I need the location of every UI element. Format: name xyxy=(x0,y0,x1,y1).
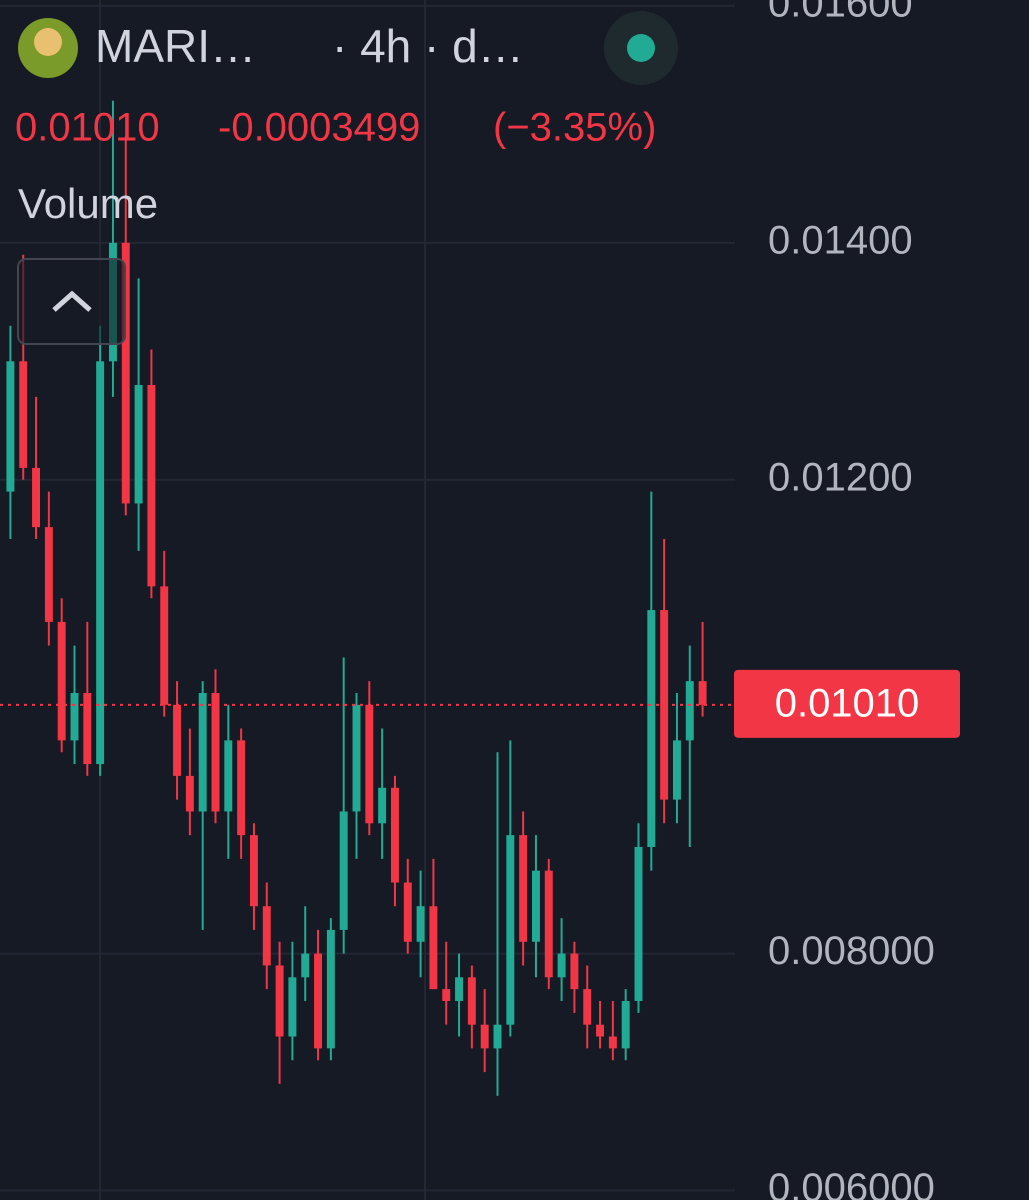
y-tick-label: 0.01200 xyxy=(768,455,913,499)
symbol: MARI… xyxy=(95,20,256,72)
candle-body xyxy=(185,775,194,812)
candle-body xyxy=(275,965,284,1037)
y-tick-label: 0.008000 xyxy=(768,929,935,973)
candle-body xyxy=(160,586,169,705)
candle-body xyxy=(326,929,335,1049)
candle-body xyxy=(32,467,41,528)
candle-body xyxy=(134,384,143,504)
candle-body xyxy=(301,953,310,978)
collapse-button[interactable] xyxy=(17,258,126,345)
candle-body xyxy=(44,527,53,622)
avatar-face xyxy=(34,28,62,56)
candle-body xyxy=(262,906,271,966)
candle-body xyxy=(621,1000,630,1049)
candle-body xyxy=(570,953,579,990)
candle-body xyxy=(429,906,438,990)
candle-body xyxy=(416,906,425,942)
candle-body xyxy=(378,787,387,824)
candle-body xyxy=(211,692,220,812)
overlay: MARI… · 4h · d… 0.01010 -0.0003499 (−3.3… xyxy=(15,11,678,345)
candle-body xyxy=(57,621,66,741)
candle-body xyxy=(390,787,399,883)
candle-body xyxy=(557,953,566,978)
candle-body xyxy=(96,361,105,765)
candle-body xyxy=(83,692,92,765)
candle-body xyxy=(224,740,233,812)
change-percent: (−3.35%) xyxy=(493,106,656,150)
candle-body xyxy=(685,681,694,741)
candle-body xyxy=(365,704,374,824)
candle-body xyxy=(647,610,656,847)
candle-body xyxy=(19,361,28,468)
candle-body xyxy=(249,835,258,907)
candle-body xyxy=(467,977,476,1025)
change: -0.0003499 xyxy=(218,106,420,150)
candle-body xyxy=(544,870,553,978)
candle-body xyxy=(672,740,681,800)
y-tick-label: 0.01400 xyxy=(768,218,913,262)
candle-body xyxy=(70,692,79,741)
candle-body xyxy=(403,882,412,942)
last-price-label: 0.01010 xyxy=(775,681,920,725)
candle-body xyxy=(147,384,156,587)
plot: 0.01600 0.01400 0.01200 0.008000 0.006000 0.0… xyxy=(0,0,960,1200)
candle-body xyxy=(608,1036,617,1049)
candle-body xyxy=(698,681,707,705)
y-tick-label: 0.01600 xyxy=(768,0,913,25)
y-tick-label: 0.006000 xyxy=(768,1166,935,1200)
candle-body xyxy=(198,692,207,812)
candle-body xyxy=(6,361,15,492)
candle-body xyxy=(531,870,540,942)
candle-body xyxy=(288,977,297,1037)
candle-body xyxy=(352,704,361,812)
candle-body xyxy=(121,242,130,504)
candle-body xyxy=(519,835,528,942)
candle-body xyxy=(506,835,515,1025)
candle-body xyxy=(583,989,592,1025)
last-price-badge xyxy=(734,669,960,738)
details: · 4h · d… xyxy=(332,20,524,72)
indicator-label: Volume xyxy=(18,180,158,227)
candle-body xyxy=(480,1024,489,1049)
candle-body xyxy=(455,977,464,1001)
candle-body xyxy=(442,989,451,1001)
candle-body xyxy=(339,811,348,930)
candle-body xyxy=(634,846,643,1001)
candle-body xyxy=(314,953,323,1049)
candle-body xyxy=(237,740,246,836)
status-dot xyxy=(627,34,655,62)
candle-body xyxy=(173,704,182,776)
candle-body xyxy=(596,1024,605,1037)
chevron-icon xyxy=(52,290,92,312)
price: 0.01010 xyxy=(15,106,160,150)
candle-body xyxy=(493,1024,502,1049)
